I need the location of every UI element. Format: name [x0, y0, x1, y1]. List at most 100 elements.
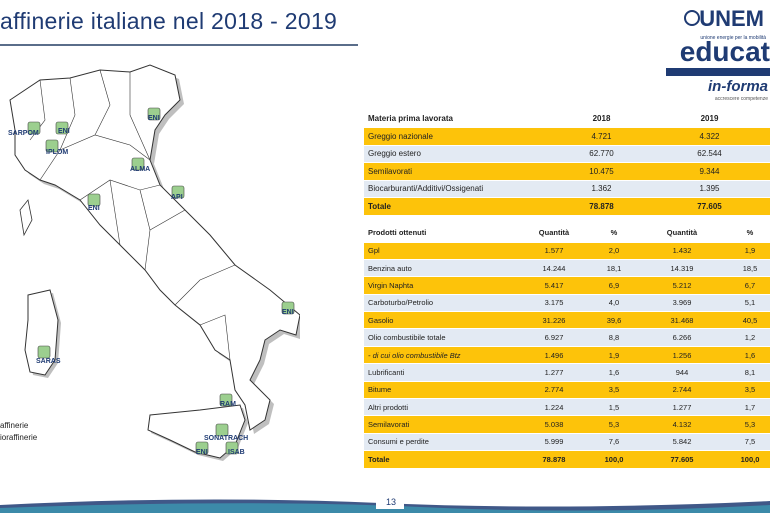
refinery-label: ENI — [196, 449, 208, 456]
refinery-label: API — [171, 194, 183, 201]
table-row: Semilavorati 5.038 5,3 4.132 5,3 — [364, 415, 770, 434]
table-row: - di cui olio combustibile Btz 1.496 1,9… — [364, 346, 770, 365]
italy-refinery-map: SARPOM ENI IPLOM ENI ALMA API ENI ENI — [8, 64, 300, 461]
table-row: Bitume 2.774 3,5 2.744 3,5 — [364, 381, 770, 400]
row-label: Benzina auto — [364, 259, 514, 278]
table-row: Carboturbo/Petrolio 3.175 4,0 3.969 5,1 — [364, 294, 770, 313]
row-value-2019: 62.544 — [649, 145, 770, 163]
row-p2019: 40,5 — [730, 311, 770, 330]
row-value-2019: 9.344 — [649, 162, 770, 181]
unem-wordmark: UNEM — [699, 6, 764, 31]
refinery-label: RAM — [220, 401, 236, 408]
row-p2018: 39,6 — [594, 311, 634, 330]
refinery-alma: ALMA — [130, 157, 150, 173]
title-divider — [0, 44, 358, 46]
refinery-saras: SARAS — [36, 345, 61, 365]
row-q2019: 3.969 — [634, 294, 730, 313]
unem-logo-icon — [684, 10, 700, 26]
row-p2019: 5,1 — [730, 294, 770, 313]
refinery-isab: ISAB — [225, 441, 245, 456]
total-p2019: 100,0 — [730, 450, 770, 469]
row-q2019: 1.432 — [634, 242, 730, 260]
total-label: Totale — [364, 450, 514, 469]
refinery-iplom: IPLOM — [45, 139, 68, 156]
total-p2018: 100,0 — [594, 450, 634, 469]
refinery-label: SARPOM — [8, 130, 39, 137]
legend-item-raffinerie: affinerie — [0, 421, 29, 430]
row-q2018: 14.244 — [514, 259, 594, 278]
row-p2018: 18,1 — [594, 259, 634, 278]
row-q2019: 2.744 — [634, 381, 730, 400]
row-p2019: 7,5 — [730, 433, 770, 452]
total-value-2019: 77.605 — [649, 197, 770, 216]
row-p2018: 2,0 — [594, 242, 634, 260]
table-row: Benzina auto 14.244 18,1 14.319 18,5 — [364, 259, 770, 278]
row-q2019: 5.842 — [634, 433, 730, 452]
row-q2019: 4.132 — [634, 415, 730, 434]
row-p2019: 3,5 — [730, 381, 770, 400]
refinery-markers: SARPOM ENI IPLOM ENI ALMA API ENI ENI — [8, 107, 295, 456]
table-total-row: Totale 78.878 77.605 — [364, 197, 770, 216]
refinery-eni-venezia: ENI — [147, 107, 161, 122]
page-title: affinerie italiane nel 2018 - 2019 — [0, 8, 338, 34]
row-label: Virgin Naphta — [364, 276, 514, 295]
row-p2019: 1,7 — [730, 398, 770, 417]
educat-bar — [666, 68, 770, 76]
row-p2018: 3,5 — [594, 381, 634, 400]
refinery-ram: RAM — [219, 393, 236, 408]
row-value-2018: 4.721 — [554, 127, 649, 146]
row-p2018: 1,5 — [594, 398, 634, 417]
row-p2019: 6,7 — [730, 276, 770, 295]
brand-logo: UNEM unione energie per la mobilità educ… — [660, 6, 770, 102]
row-q2019: 31.468 — [634, 311, 730, 330]
refinery-label: ALMA — [130, 166, 150, 173]
table-row: Gasolio 31.226 39,6 31.468 40,5 — [364, 311, 770, 330]
header-quantita-2018: Quantità — [514, 224, 594, 243]
row-p2018: 1,9 — [594, 346, 634, 365]
row-label: Biocarburanti/Additivi/Ossigenati — [364, 180, 554, 198]
informa-tagline: accrescere competenze — [714, 96, 768, 102]
row-q2018: 31.226 — [514, 311, 594, 330]
row-p2019: 1,6 — [730, 346, 770, 365]
row-q2018: 3.175 — [514, 294, 594, 313]
row-p2018: 4,0 — [594, 294, 634, 313]
header-2018: 2018 — [554, 110, 649, 128]
total-q2018: 78.878 — [514, 450, 594, 469]
row-label: Consumi e perdite — [364, 433, 514, 452]
row-label: Greggio nazionale — [364, 127, 554, 146]
row-q2018: 6.927 — [514, 328, 594, 347]
header-2019: 2019 — [649, 110, 770, 128]
row-p2019: 1,9 — [730, 242, 770, 260]
refinery-sonatrach: SONATRACH — [204, 423, 248, 442]
refinery-eni-gela: ENI — [195, 441, 209, 456]
row-q2018: 1.277 — [514, 363, 594, 382]
table-row: Olio combustibile totale 6.927 8,8 6.266… — [364, 328, 770, 347]
row-p2018: 6,9 — [594, 276, 634, 295]
unem-tagline: unione energie per la mobilità — [700, 35, 766, 41]
refinery-label: ENI — [88, 205, 100, 212]
row-p2018: 1,6 — [594, 363, 634, 382]
row-q2019: 6.266 — [634, 328, 730, 347]
refinery-eni-taranto: ENI — [281, 301, 295, 316]
row-label: Lubrificanti — [364, 363, 514, 382]
row-q2019: 944 — [634, 363, 730, 382]
row-q2019: 1.256 — [634, 346, 730, 365]
row-q2019: 14.319 — [634, 259, 730, 278]
refinery-sarpom: SARPOM — [8, 121, 41, 137]
prodotti-ottenuti-table: Prodotti ottenuti Quantità % Quantità % … — [364, 224, 770, 469]
table-row: Semilavorati 10.475 9.344 — [364, 162, 770, 181]
row-value-2018: 1.362 — [554, 180, 649, 198]
row-label: Semilavorati — [364, 415, 514, 434]
row-value-2019: 1.395 — [649, 180, 770, 198]
row-q2018: 2.774 — [514, 381, 594, 400]
region-borders — [29, 69, 236, 361]
row-q2019: 5.212 — [634, 276, 730, 295]
row-value-2019: 4.322 — [649, 127, 770, 146]
row-label: Olio combustibile totale — [364, 328, 514, 347]
row-p2018: 7,6 — [594, 433, 634, 452]
refinery-label: ENI — [58, 128, 70, 135]
educat-wordmark: educat — [679, 36, 770, 67]
header-prodotti: Prodotti ottenuti — [364, 224, 514, 243]
header-percent-2019: % — [730, 224, 770, 243]
footer-wave — [0, 495, 770, 513]
